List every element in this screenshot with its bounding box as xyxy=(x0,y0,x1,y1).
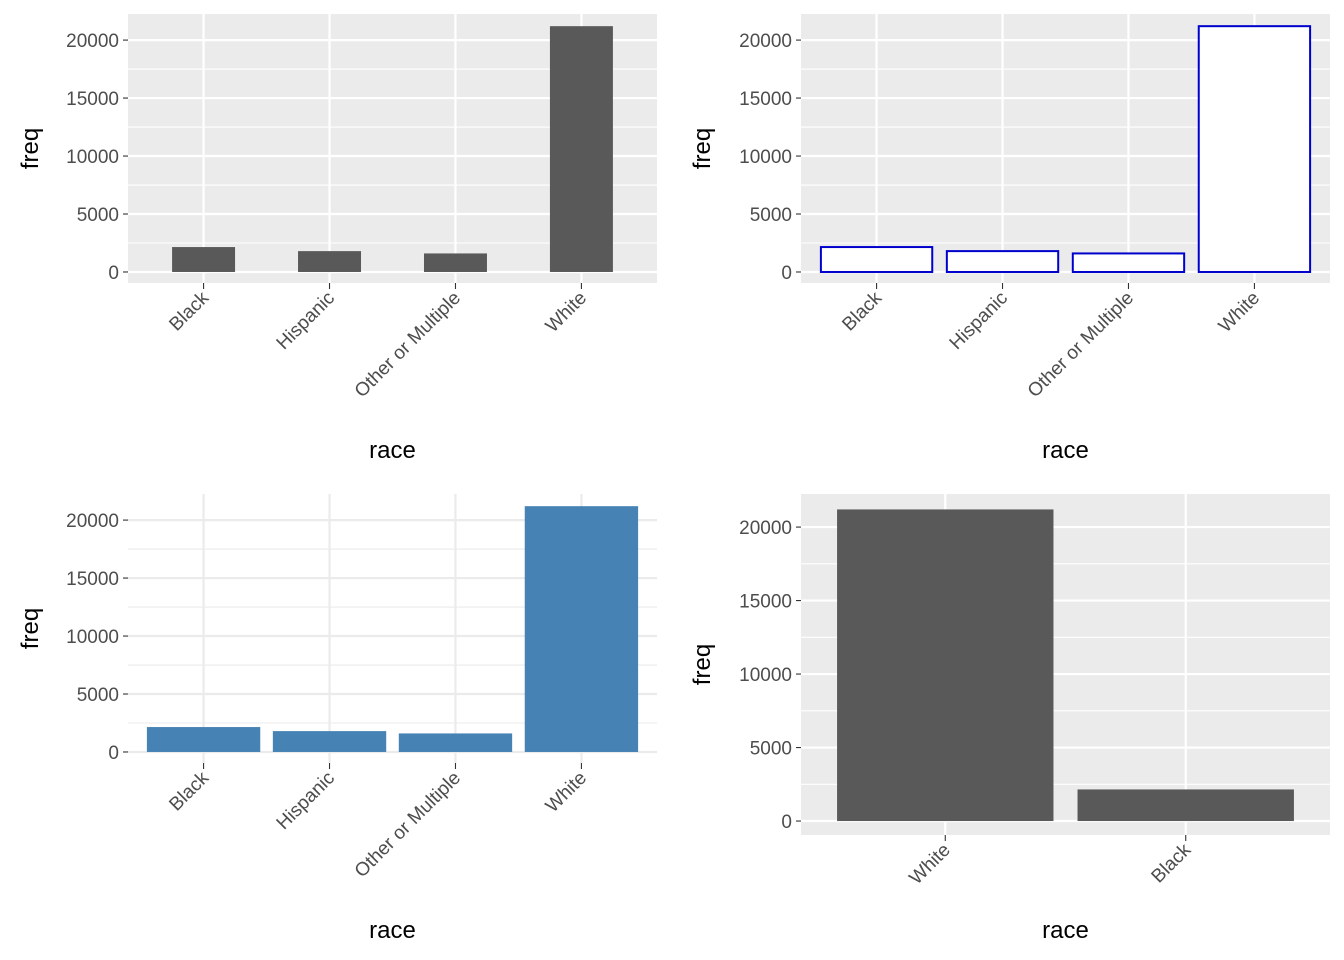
y-tick-label: 20000 xyxy=(739,31,792,52)
y-tick-label: 0 xyxy=(781,263,792,284)
x-tick-label: White xyxy=(906,840,955,889)
y-tick-label: 15000 xyxy=(66,569,119,590)
x-tick-label: Hispanic xyxy=(273,288,339,354)
chart-panel-bottom-right: 0 5000 10000 15000 20000 White Black race freq xyxy=(689,494,1330,944)
bar-white xyxy=(524,506,639,752)
bar-black xyxy=(172,247,236,272)
x-tick-label: Other or Multiple xyxy=(351,768,465,882)
bar-other-or-multiple xyxy=(423,253,487,272)
x-axis-title: race xyxy=(1042,437,1089,464)
y-tick-label: 0 xyxy=(108,263,119,284)
y-tick-label: 15000 xyxy=(739,89,792,110)
chart-panel-bottom-left: 0 5000 10000 15000 20000 Black Hispanic Other o… xyxy=(17,494,657,944)
y-tick-label: 10000 xyxy=(66,147,119,168)
bar-white xyxy=(837,509,1054,822)
y-tick-label: 10000 xyxy=(739,147,792,168)
x-axis-title: race xyxy=(369,437,416,464)
y-tick-label: 0 xyxy=(108,743,119,764)
y-axis-title: freq xyxy=(17,128,44,169)
bar-black xyxy=(146,727,261,752)
x-tick-label: White xyxy=(542,768,591,817)
x-tick-label: Hispanic xyxy=(273,768,339,834)
chart-panel-top-right: 0 5000 10000 15000 20000 Black Hispanic Other o… xyxy=(689,14,1330,464)
y-tick-label: 5000 xyxy=(750,739,792,760)
bar-hispanic xyxy=(272,731,387,752)
bar-hispanic xyxy=(945,250,1060,273)
y-tick-label: 5000 xyxy=(750,205,792,226)
x-tick-label: Black xyxy=(1148,839,1196,887)
y-axis-title: freq xyxy=(689,644,716,685)
bar-black xyxy=(1077,789,1294,822)
y-tick-label: 15000 xyxy=(66,89,119,110)
bar-black xyxy=(819,246,934,273)
bar-white xyxy=(1197,25,1312,273)
y-tick-label: 5000 xyxy=(77,685,119,706)
bar-other-or-multiple xyxy=(398,733,513,752)
y-tick-label: 20000 xyxy=(66,511,119,532)
x-tick-label: Black xyxy=(838,287,886,335)
x-axis-title: race xyxy=(1042,917,1089,944)
bar-white xyxy=(549,26,613,272)
y-axis-title: freq xyxy=(689,128,716,169)
bar-other-or-multiple xyxy=(1071,252,1186,273)
y-tick-label: 5000 xyxy=(77,205,119,226)
y-tick-label: 15000 xyxy=(739,592,792,613)
y-tick-label: 0 xyxy=(781,812,792,833)
y-tick-label: 20000 xyxy=(739,518,792,539)
x-tick-label: Black xyxy=(165,287,213,335)
bar-hispanic xyxy=(298,251,362,272)
x-tick-label: Other or Multiple xyxy=(1024,288,1138,402)
x-tick-label: White xyxy=(1215,288,1264,337)
y-tick-label: 20000 xyxy=(66,31,119,52)
x-tick-label: Other or Multiple xyxy=(351,288,465,402)
y-tick-label: 10000 xyxy=(66,627,119,648)
y-tick-label: 10000 xyxy=(739,665,792,686)
x-axis-title: race xyxy=(369,917,416,944)
y-axis-title: freq xyxy=(17,608,44,649)
x-tick-label: Hispanic xyxy=(946,288,1012,354)
x-tick-label: White xyxy=(542,288,591,337)
x-tick-label: Black xyxy=(165,767,213,815)
chart-panel-top-left: 0 5000 10000 15000 20000 Black Hispanic Other o… xyxy=(17,14,657,464)
